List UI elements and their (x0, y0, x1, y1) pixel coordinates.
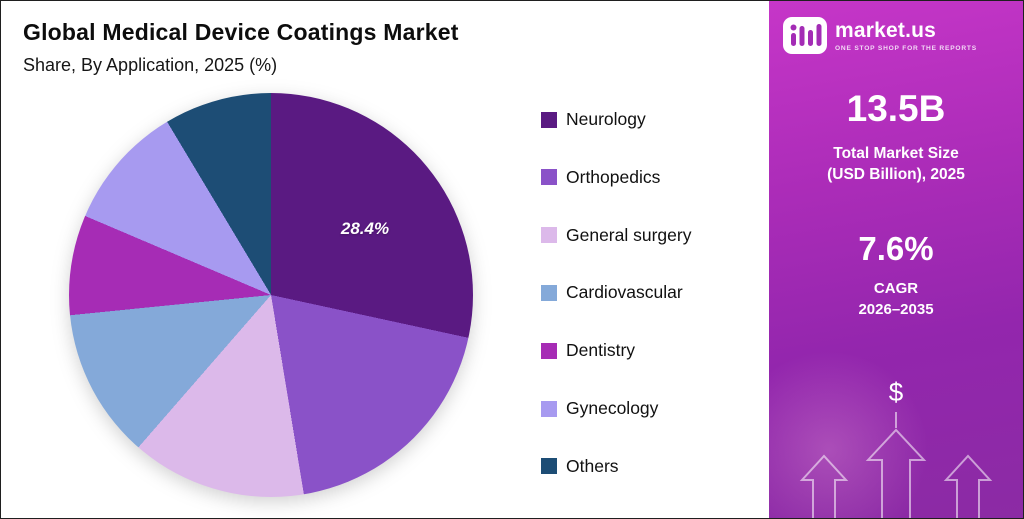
cagr-label-line1: CAGR (873, 279, 919, 297)
chart-area: Global Medical Device Coatings Market Sh… (1, 1, 771, 518)
market-us-logo-icon (783, 17, 827, 54)
dollar-symbol: $ (888, 377, 904, 407)
legend-item-dentistry: Dentistry (541, 340, 761, 361)
pie-chart-wrap: 28.4% (69, 93, 473, 497)
legend-swatch (541, 400, 557, 417)
legend-label: Others (566, 455, 619, 476)
legend-label: Neurology (566, 109, 646, 129)
legend-label: Cardiovascular (566, 282, 683, 303)
legend-label: Gynecology (566, 398, 659, 419)
legend-item-neurology: Neurology (541, 109, 761, 130)
legend-swatch (541, 284, 557, 301)
brand-logo: market.us ONE STOP SHOP FOR THE REPORTS (769, 1, 1023, 54)
cagr-value: 7.6% (858, 229, 934, 267)
legend-swatch (541, 342, 557, 359)
legend-item-gynecology: Gynecology (541, 398, 761, 419)
logo-name: market.us (835, 19, 937, 42)
cagr-label: CAGR 2026–2035 (769, 278, 1023, 320)
cagr-label-line2: 2026–2035 (858, 300, 934, 318)
legend-swatch (541, 458, 557, 475)
legend-swatch (541, 111, 557, 128)
legend-swatch (541, 227, 557, 244)
pie-chart (69, 93, 473, 497)
market-size-label: Total Market Size (USD Billion), 2025 (769, 144, 1023, 186)
legend-label: General surgery (566, 224, 692, 245)
legend-item-others: Others (541, 456, 761, 477)
page-subtitle: Share, By Application, 2025 (%) (23, 55, 278, 75)
legend-label: Orthopedics (566, 166, 661, 187)
logo-tagline: ONE STOP SHOP FOR THE REPORTS (835, 45, 977, 52)
legend-item-orthopedics: Orthopedics (541, 167, 761, 188)
legend-swatch (541, 169, 557, 186)
logo-text: market.us ONE STOP SHOP FOR THE REPORTS (835, 19, 977, 52)
legend: Neurology Orthopedics General surgery Ca… (541, 109, 761, 477)
cagr-stat: 7.6% CAGR 2026–2035 (769, 230, 1023, 320)
market-size-value: 13.5B (846, 88, 946, 129)
growth-arrows-icon (799, 412, 993, 518)
pie-data-label: 28.4% (340, 219, 390, 238)
market-size-label-line2: (USD Billion), 2025 (827, 165, 965, 183)
market-size-label-line1: Total Market Size (833, 145, 959, 162)
market-size-stat: 13.5B Total Market Size (USD Billion), 2… (769, 88, 1023, 186)
page-title: Global Medical Device Coatings Market (23, 19, 459, 45)
legend-item-cardiovascular: Cardiovascular (541, 282, 761, 303)
legend-item-general-surgery: General surgery (541, 225, 761, 246)
legend-label: Dentistry (566, 340, 636, 361)
stats-sidebar: market.us ONE STOP SHOP FOR THE REPORTS … (769, 1, 1023, 518)
